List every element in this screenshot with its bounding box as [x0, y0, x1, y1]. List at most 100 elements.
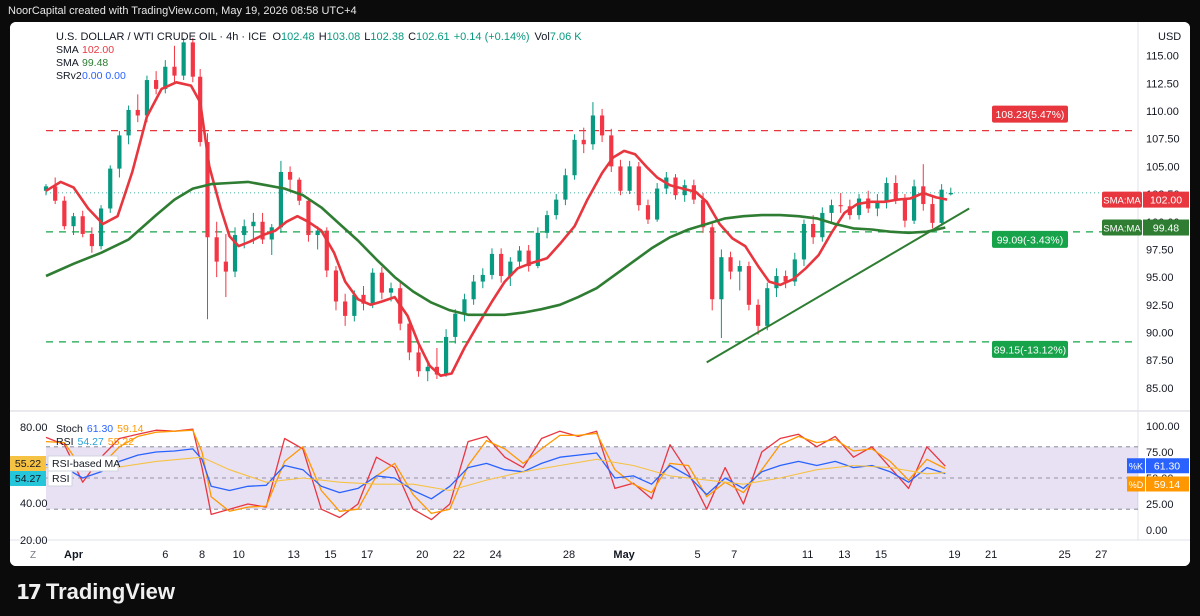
candle-body [278, 171, 284, 228]
price-tick: 95.00 [1146, 272, 1174, 284]
candle-body [232, 235, 238, 272]
time-tick: 22 [453, 549, 465, 561]
rsi-label-box [47, 470, 73, 487]
candle-body [590, 115, 596, 145]
candle-body [875, 201, 880, 209]
time-tick: 8 [199, 549, 205, 561]
osc-line-4[interactable] [45, 456, 946, 492]
candle-body [480, 274, 485, 282]
candle-body [508, 261, 513, 277]
price-chart[interactable]: 108.23(5.47%) 99.09(-3.43%) 89.15(-13.12%)… [10, 22, 1190, 566]
indicator-name: SMA [56, 44, 79, 56]
osc-right-tick: 0.00 [1146, 525, 1167, 537]
price-tick: 87.50 [1146, 355, 1174, 367]
candle-body [388, 288, 394, 293]
candle-body [343, 301, 348, 316]
rsi-ma-legend-value: 55.22 [108, 436, 134, 448]
rsi-value-badge: 54.27 [15, 473, 41, 485]
candle-body [214, 237, 219, 262]
price-tick: 90.00 [1146, 327, 1174, 339]
indicator-name: SMA [56, 57, 79, 69]
candle-body [333, 270, 339, 302]
d-value-box [1146, 476, 1189, 492]
sma-line-1[interactable] [45, 81, 948, 377]
time-tick: 15 [875, 549, 887, 561]
level-label-box-2 [992, 230, 1068, 248]
candle-body [526, 250, 531, 267]
chart-panel[interactable]: 108.23(5.47%) 99.09(-3.43%) 89.15(-13.12%)… [10, 22, 1190, 566]
candle-body [62, 200, 67, 227]
stoch-d-value: 59.14 [117, 423, 143, 435]
candle-body [884, 183, 889, 202]
rsi-ma-value-box [10, 456, 46, 471]
price-tick: 85.00 [1146, 383, 1174, 395]
candle-body [407, 323, 412, 353]
candle-body [223, 261, 228, 272]
ohlc-key: H [319, 31, 327, 43]
support-trendline[interactable] [706, 207, 970, 364]
candle-body [911, 186, 917, 221]
candle-body [710, 227, 715, 300]
level-label-2: 99.09(-3.43%) [997, 234, 1064, 246]
sma-badge-value-box-2 [1143, 219, 1189, 236]
candle-body [205, 142, 210, 238]
candle-body [838, 205, 843, 207]
time-tick: 21 [985, 549, 997, 561]
candle-body [746, 266, 752, 305]
price-change: +0.14 (+0.14%) [454, 31, 530, 43]
candle-body [755, 304, 761, 326]
k-badge-label: %K [1129, 462, 1143, 472]
tradingview-brand[interactable]: 17 TradingView [16, 578, 175, 606]
currency-label: USD [1158, 31, 1181, 43]
candle-body [370, 272, 375, 304]
osc-line-3[interactable] [45, 448, 946, 500]
candle-body [820, 212, 825, 238]
d-value: 59.14 [1154, 479, 1180, 491]
candle-body [801, 223, 807, 260]
candle-body [554, 199, 559, 216]
candle-body [181, 42, 186, 76]
d-badge-label: %D [1129, 480, 1144, 490]
time-tick: 13 [838, 549, 850, 561]
candle-body [53, 186, 58, 201]
zoom-icon[interactable]: Z [30, 550, 36, 561]
osc-right-tick: 25.00 [1146, 499, 1174, 511]
indicator-name: SRv2 [56, 70, 82, 82]
candle-body [700, 199, 706, 228]
osc-line-1[interactable] [45, 428, 946, 521]
time-tick: 5 [694, 549, 700, 561]
candle-body [416, 352, 421, 372]
candle-body [783, 276, 788, 282]
candle-body [544, 215, 550, 233]
osc-line-2[interactable] [45, 429, 946, 515]
time-tick: Apr [64, 549, 84, 561]
rsi-label: RSI [56, 436, 74, 448]
candle-body [190, 42, 195, 77]
sma-line-2[interactable] [45, 180, 946, 317]
candle-body [108, 168, 113, 209]
k-value: 61.30 [1154, 461, 1180, 473]
candle-body [645, 205, 651, 220]
stoch-k-value: 61.30 [87, 423, 113, 435]
candle-body [297, 179, 302, 201]
ohlc-key: L [364, 31, 370, 43]
price-tick: 97.50 [1146, 244, 1174, 256]
candle-body [499, 253, 504, 277]
sma-badge-value-box-1 [1143, 191, 1189, 208]
candle-body [144, 80, 150, 116]
ohlc-value: 103.08 [327, 31, 361, 43]
ohlc-value: 102.38 [370, 31, 404, 43]
candle-body [172, 66, 177, 76]
price-tick: 107.50 [1146, 134, 1180, 146]
candle-body [636, 166, 641, 206]
candle-body [902, 199, 908, 221]
candle-body [599, 115, 605, 136]
k-badge-box [1127, 458, 1145, 474]
candle-body [792, 259, 797, 282]
candle-body [117, 135, 122, 169]
candle-body [126, 109, 131, 136]
sma-badge-value-2: 99.48 [1153, 223, 1179, 235]
candle-body [443, 336, 449, 375]
candle-body [269, 227, 274, 240]
